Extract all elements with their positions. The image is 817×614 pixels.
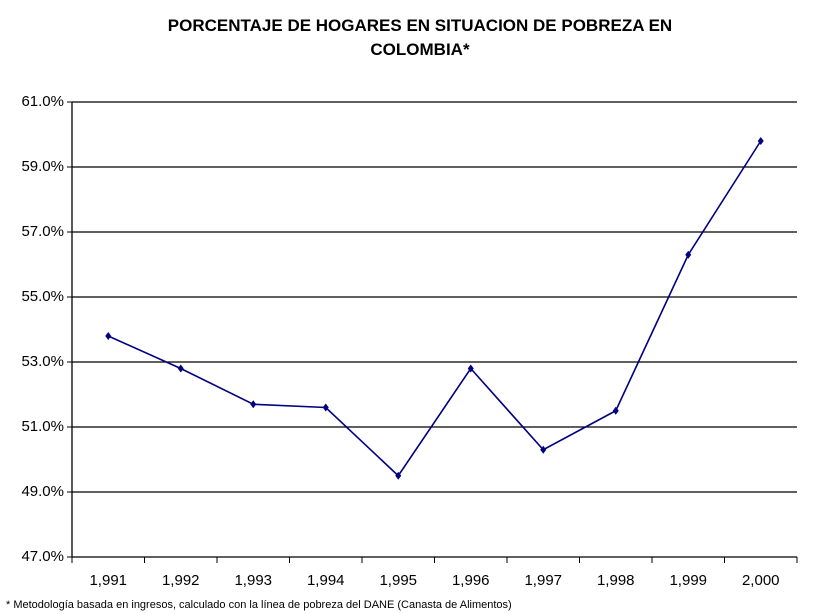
x-tick-label: 1,998 [597,572,635,589]
x-tick-label: 2,000 [742,572,780,589]
x-tick-label: 1,994 [307,572,345,589]
x-tick-label: 1,993 [234,572,272,589]
marker [250,400,257,409]
y-tick-label: 61.0% [21,93,64,110]
marker [322,403,329,412]
y-tick-label: 47.0% [21,548,64,565]
y-tick-label: 59.0% [21,158,64,175]
x-tick-label: 1,999 [669,572,707,589]
y-tick-label: 55.0% [21,288,64,305]
x-tick-label: 1,995 [379,572,417,589]
marker [685,250,692,259]
x-tick-label: 1,992 [162,572,200,589]
x-tick-label: 1,991 [89,572,127,589]
y-tick-label: 53.0% [21,353,64,370]
marker [467,364,474,373]
chart-title: PORCENTAJE DE HOGARES EN SITUACION DE PO… [167,16,673,59]
marker [612,406,619,415]
y-tick-label: 49.0% [21,483,64,500]
marker [540,445,547,454]
marker [757,137,764,145]
marker [395,471,402,480]
y-tick-label: 57.0% [21,223,64,240]
chart: 47.0% 49.0% 51.0% 53.0% 55.0% 57.0% 59.0% 61.0%… [21,93,798,589]
marker [105,332,112,340]
footnote: * Metodología basada en ingresos, calcul… [6,599,512,611]
marker [177,364,184,373]
x-tick-label: 1,997 [524,572,562,589]
line [107,140,762,477]
y-tick-label: 51.0% [21,418,64,435]
x-tick-label: 1,996 [452,572,490,589]
